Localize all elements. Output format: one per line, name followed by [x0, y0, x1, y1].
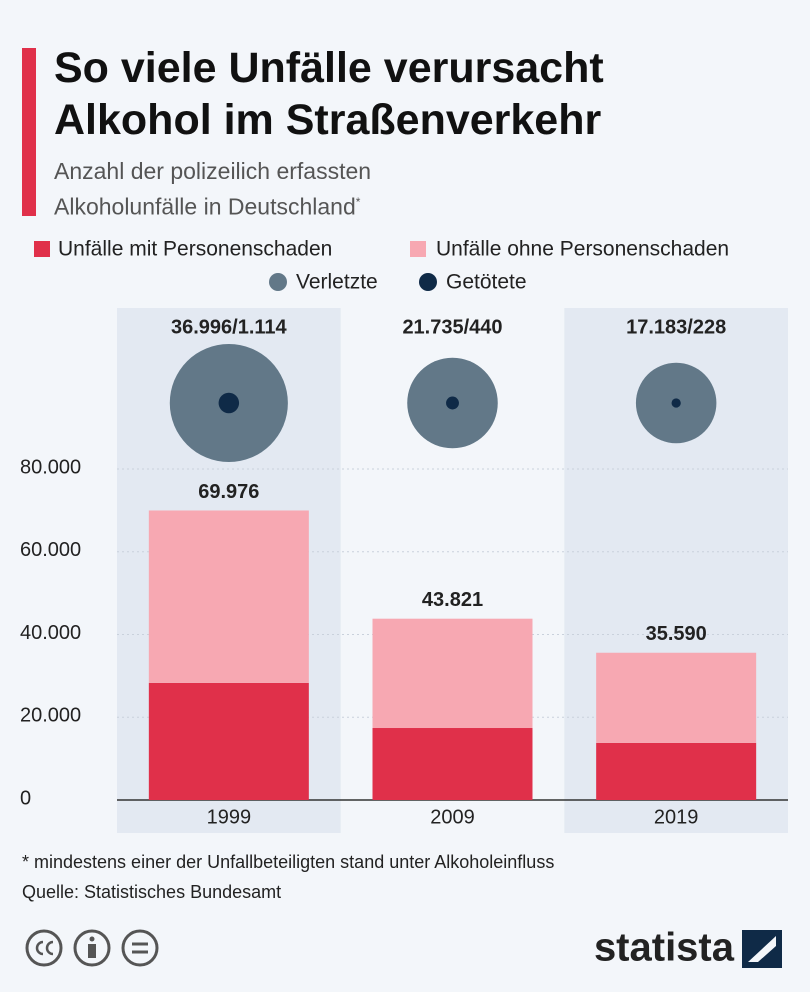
bar-segment [596, 742, 757, 800]
bubble [218, 392, 240, 414]
bar-segment [596, 652, 757, 743]
legend-label: Verletzte [296, 271, 378, 294]
total-label: 35.590 [646, 623, 707, 645]
brand-name: statista [594, 926, 735, 970]
brand-logo [742, 930, 782, 968]
legend-swatch [34, 241, 50, 257]
legend-swatch [410, 241, 426, 257]
total-label: 69.976 [198, 481, 259, 503]
by-icon [73, 929, 111, 967]
x-tick-label: 1999 [207, 806, 252, 828]
title-accent [22, 48, 36, 216]
bar-segment [148, 510, 309, 683]
legend-label: Getötete [446, 271, 527, 294]
bar-segment [372, 728, 533, 800]
bar-segment [372, 618, 533, 729]
legend-swatch [269, 273, 287, 291]
cc-icon [25, 929, 63, 967]
bar-segment [148, 682, 309, 800]
subtitle-marker: * [355, 195, 361, 209]
legend-label: Unfälle mit Personenschaden [58, 238, 332, 261]
x-tick-label: 2009 [430, 806, 475, 828]
bubble-label: 36.996/1.114 [171, 316, 288, 338]
subtitle-text: Anzahl der polizeilich erfassten Alkohol… [54, 158, 372, 220]
y-tick-label: 60.000 [20, 539, 81, 561]
chart-subtitle: Anzahl der polizeilich erfassten Alkohol… [54, 156, 474, 223]
total-label: 43.821 [422, 589, 483, 611]
bubble [671, 398, 681, 408]
y-tick-label: 0 [20, 787, 31, 809]
nd-icon [121, 929, 159, 967]
y-tick-label: 80.000 [20, 456, 81, 478]
bubble [446, 396, 459, 410]
chart-title: So viele Unfälle verursacht Alkohol im S… [54, 44, 604, 144]
cc-icons [25, 929, 159, 967]
cc-icon-glyph [35, 940, 54, 956]
x-tick-label: 2019 [654, 806, 699, 828]
footnote: * mindestens einer der Unfallbeteiligten… [22, 852, 554, 872]
y-tick-label: 20.000 [20, 705, 81, 727]
bubble-label: 17.183/228 [626, 316, 726, 338]
by-icon-head [89, 936, 95, 942]
legend-label: Unfälle ohne Personenschaden [436, 238, 729, 261]
legend-swatch [419, 273, 437, 291]
y-tick-label: 40.000 [20, 622, 81, 644]
source: Quelle: Statistisches Bundesamt [22, 882, 281, 902]
by-icon-body [88, 944, 96, 958]
bubble-label: 21.735/440 [402, 316, 502, 338]
